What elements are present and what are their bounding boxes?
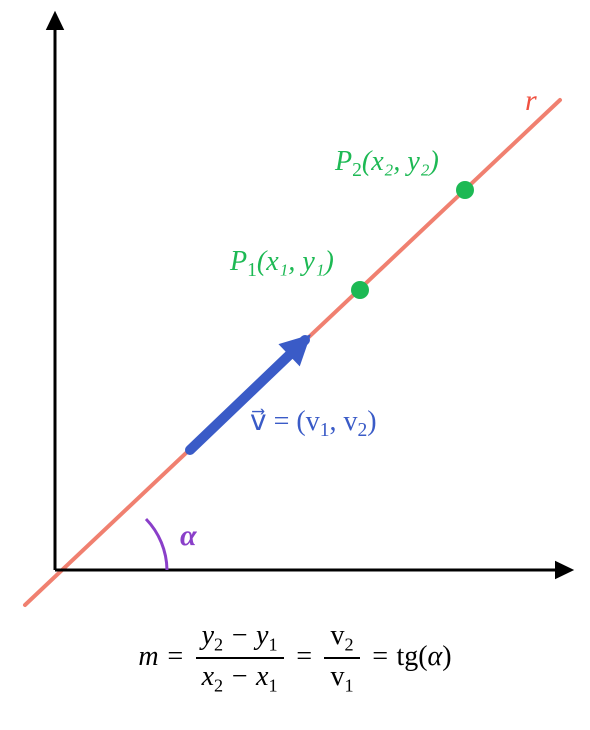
y1: y [256,620,268,651]
v1s: 1 [344,676,353,696]
y2: y [202,620,214,651]
diagram-svg: α v⃗ = (v1, v2) P1(x₁, y₁) P2(x₂, y₂) r [0,0,590,610]
v2s: 2 [344,634,353,654]
formula-tg: tg [396,641,418,672]
minus2: − [223,661,256,692]
slope-formula: m = y2 − y1 x2 − x1 = v2 v1 = tg(α) [0,620,590,697]
formula-eq3: = [371,641,397,672]
y-axis-arrow-icon [46,11,64,30]
x2s: 2 [214,676,223,696]
angle-arc [146,519,167,570]
y1s: 1 [268,634,277,654]
x2: x [202,661,214,692]
point-p2-dot [456,181,474,199]
formula-frac-2: v2 v1 [324,620,359,697]
v1: v [330,661,344,692]
x1s: 1 [268,676,277,696]
point-p1-dot [351,281,369,299]
formula-paren-open: ( [418,641,427,672]
formula-eq1: = [166,641,192,672]
formula-paren-close: ) [442,641,451,672]
point-p2-label: P2(x₂, y₂) [334,146,439,181]
point-p1-label: P1(x₁, y₁) [229,246,334,281]
formula-m: m [138,641,158,672]
y2s: 2 [214,634,223,654]
minus1: − [223,620,256,651]
x-axis-arrow-icon [555,561,574,579]
angle-label: α [180,519,197,552]
vector-v-label: v⃗ = (v1, v2) [250,406,377,441]
v2: v [330,620,344,651]
line-r-label: r [525,84,537,117]
formula-eq2: = [295,641,321,672]
x1: x [256,661,268,692]
formula-alpha: α [428,641,443,672]
formula-frac-1: y2 − y1 x2 − x1 [196,620,284,697]
